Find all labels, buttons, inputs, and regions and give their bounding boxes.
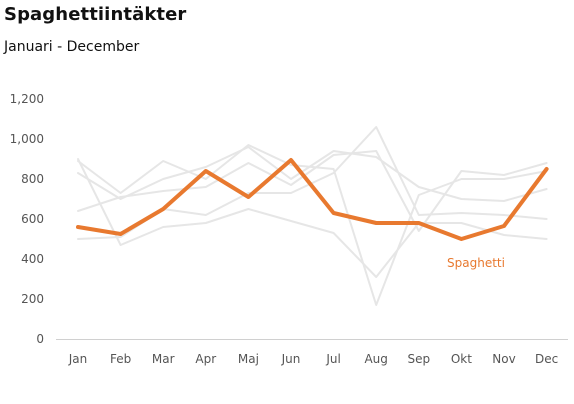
x-tick-label: Jun [281, 352, 301, 366]
y-tick-label: 1,000 [10, 132, 44, 146]
chart-subtitle: Januari - December [4, 39, 140, 55]
x-tick-label: Dec [535, 352, 558, 366]
x-tick-label: Apr [195, 352, 216, 366]
y-tick-label: 1,200 [10, 92, 44, 106]
x-tick-label: Jan [68, 352, 88, 366]
chart-title: Spaghettiintäkter [4, 4, 187, 25]
x-tick-label: Okt [451, 352, 472, 366]
spaghetti-series-line [76, 158, 549, 241]
background-series-line [77, 150, 548, 232]
y-tick-label: 600 [21, 212, 44, 226]
background-series-line [77, 144, 548, 306]
y-tick-label: 400 [21, 252, 44, 266]
spaghetti-series-label: Spaghetti [447, 256, 505, 270]
background-series-line [77, 146, 548, 202]
x-tick-label: Mar [152, 352, 175, 366]
y-tick-label: 0 [36, 332, 44, 346]
x-tick-label: Sep [407, 352, 430, 366]
y-tick-label: 200 [21, 292, 44, 306]
x-tick-label: Nov [492, 352, 515, 366]
background-series-line [77, 126, 548, 240]
background-series-line [77, 158, 548, 278]
x-tick-label: Aug [364, 352, 387, 366]
x-tick-label: Jul [325, 352, 340, 366]
x-tick-label: Maj [238, 352, 259, 366]
x-tick-label: Feb [110, 352, 131, 366]
y-tick-label: 800 [21, 172, 44, 186]
